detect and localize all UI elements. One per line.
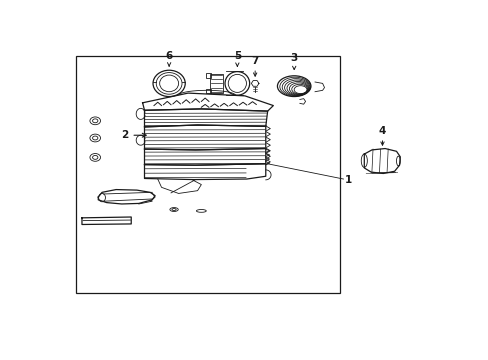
Bar <box>210 74 223 93</box>
Text: 5: 5 <box>233 51 241 61</box>
Bar <box>76 56 339 293</box>
Text: 2: 2 <box>121 130 128 140</box>
Text: 7: 7 <box>251 56 258 66</box>
Text: 6: 6 <box>165 51 172 61</box>
Text: 3: 3 <box>290 53 297 63</box>
Bar <box>205 73 211 78</box>
Bar <box>205 89 211 93</box>
Text: 4: 4 <box>378 126 386 136</box>
Text: 1: 1 <box>344 175 351 185</box>
